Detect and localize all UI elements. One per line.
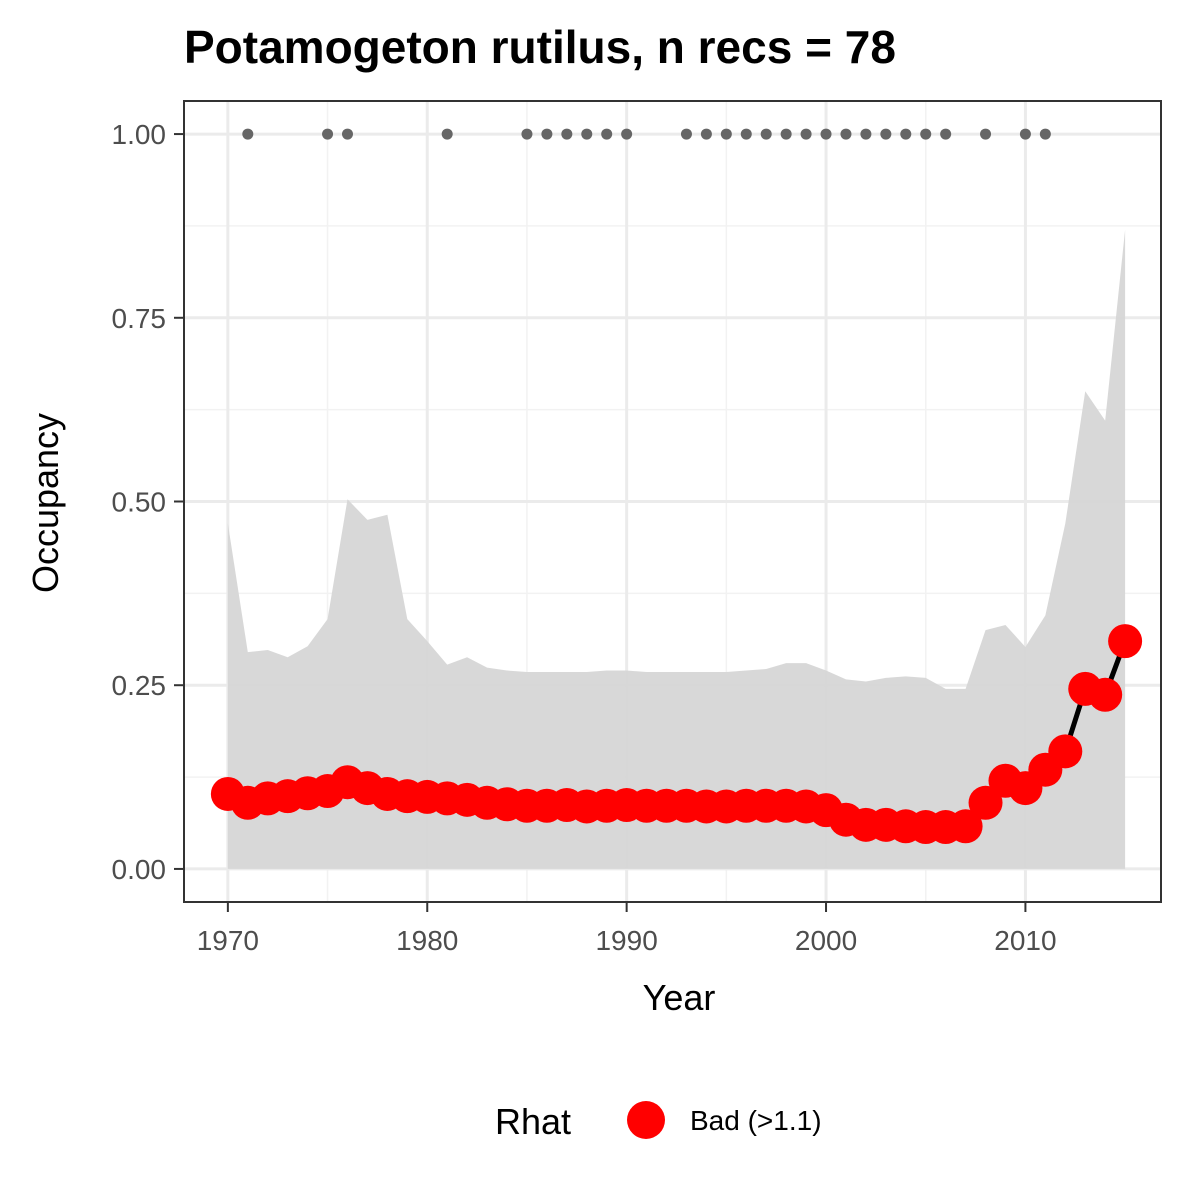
record-point (322, 128, 334, 140)
record-point (581, 128, 593, 140)
record-point (920, 128, 932, 140)
occupancy-point (968, 785, 1003, 820)
record-point (940, 128, 952, 140)
occupancy-points (210, 624, 1143, 845)
record-point (441, 128, 453, 140)
x-axis-title: Year (643, 977, 716, 1018)
record-point (840, 128, 852, 140)
legend-label-bad: Bad (>1.1) (690, 1105, 822, 1136)
occupancy-point (948, 809, 983, 844)
y-axis-title: Occupancy (25, 413, 66, 593)
record-point (700, 128, 712, 140)
occupancy-point (1088, 677, 1123, 712)
record-point (621, 128, 633, 140)
chart-title: Potamogeton rutilus, n recs = 78 (184, 21, 896, 73)
band-area (227, 229, 1126, 869)
occupancy-point (1108, 624, 1143, 659)
record-point (980, 128, 992, 140)
record-point (1019, 128, 1031, 140)
x-tick-label: 1980 (396, 925, 458, 956)
credible-interval-band (227, 229, 1126, 869)
record-point (541, 128, 553, 140)
record-point (242, 128, 254, 140)
occupancy-point (1048, 734, 1083, 769)
record-point (561, 128, 573, 140)
y-tick-label: 0.25 (112, 670, 167, 701)
y-tick-label: 0.50 (112, 487, 167, 518)
record-point (820, 128, 832, 140)
legend-key-bad (627, 1101, 665, 1139)
x-tick-label: 2010 (994, 925, 1056, 956)
record-point (880, 128, 892, 140)
x-tick-label: 1990 (595, 925, 657, 956)
record-point (860, 128, 872, 140)
record-point (800, 128, 812, 140)
y-tick-label: 1.00 (112, 119, 167, 150)
x-tick-label: 1970 (197, 925, 259, 956)
x-axis-ticks: 1970 1980 1990 2000 2010 (197, 902, 1057, 956)
record-point (680, 128, 692, 140)
legend-title: Rhat (495, 1101, 571, 1142)
y-tick-label: 0.75 (112, 303, 167, 334)
record-point (780, 128, 792, 140)
record-point (720, 128, 732, 140)
record-point (1039, 128, 1051, 140)
legend: Rhat Bad (>1.1) (495, 1101, 822, 1142)
record-point (740, 128, 752, 140)
record-point (601, 128, 613, 140)
y-axis-ticks: 0.00 0.25 0.50 0.75 1.00 (112, 119, 184, 885)
record-point (341, 128, 353, 140)
record-point (900, 128, 912, 140)
y-tick-label: 0.00 (112, 854, 167, 885)
record-point (521, 128, 533, 140)
record-points (242, 128, 1051, 140)
record-point (760, 128, 772, 140)
x-tick-label: 2000 (795, 925, 857, 956)
